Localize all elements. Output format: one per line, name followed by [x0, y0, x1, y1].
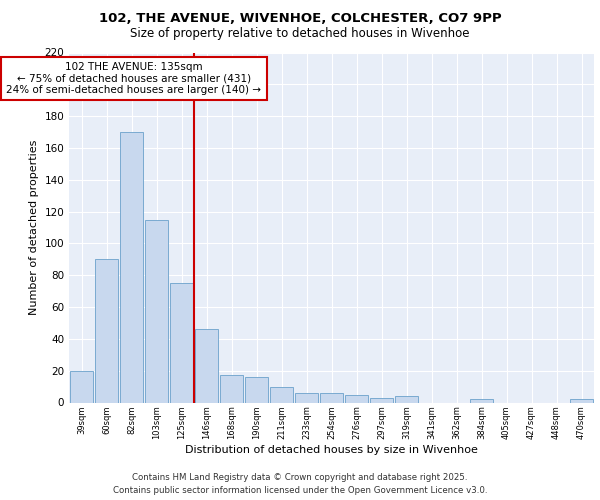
- Y-axis label: Number of detached properties: Number of detached properties: [29, 140, 39, 315]
- Bar: [95, 260, 118, 402]
- Bar: [245, 377, 268, 402]
- Bar: [145, 220, 169, 402]
- Text: Contains public sector information licensed under the Open Government Licence v3: Contains public sector information licen…: [113, 486, 487, 495]
- Bar: [395, 396, 418, 402]
- Bar: [295, 393, 319, 402]
- Bar: [119, 132, 143, 402]
- Bar: [70, 370, 94, 402]
- Bar: [320, 393, 343, 402]
- Text: Contains HM Land Registry data © Crown copyright and database right 2025.: Contains HM Land Registry data © Crown c…: [132, 472, 468, 482]
- X-axis label: Distribution of detached houses by size in Wivenhoe: Distribution of detached houses by size …: [185, 444, 478, 454]
- Bar: [220, 376, 244, 402]
- Bar: [370, 398, 394, 402]
- Bar: [170, 283, 193, 403]
- Bar: [470, 400, 493, 402]
- Text: Size of property relative to detached houses in Wivenhoe: Size of property relative to detached ho…: [130, 28, 470, 40]
- Bar: [344, 394, 368, 402]
- Bar: [194, 330, 218, 402]
- Text: 102, THE AVENUE, WIVENHOE, COLCHESTER, CO7 9PP: 102, THE AVENUE, WIVENHOE, COLCHESTER, C…: [98, 12, 502, 26]
- Bar: [269, 386, 293, 402]
- Bar: [569, 400, 593, 402]
- Text: 102 THE AVENUE: 135sqm
← 75% of detached houses are smaller (431)
24% of semi-de: 102 THE AVENUE: 135sqm ← 75% of detached…: [7, 62, 262, 95]
